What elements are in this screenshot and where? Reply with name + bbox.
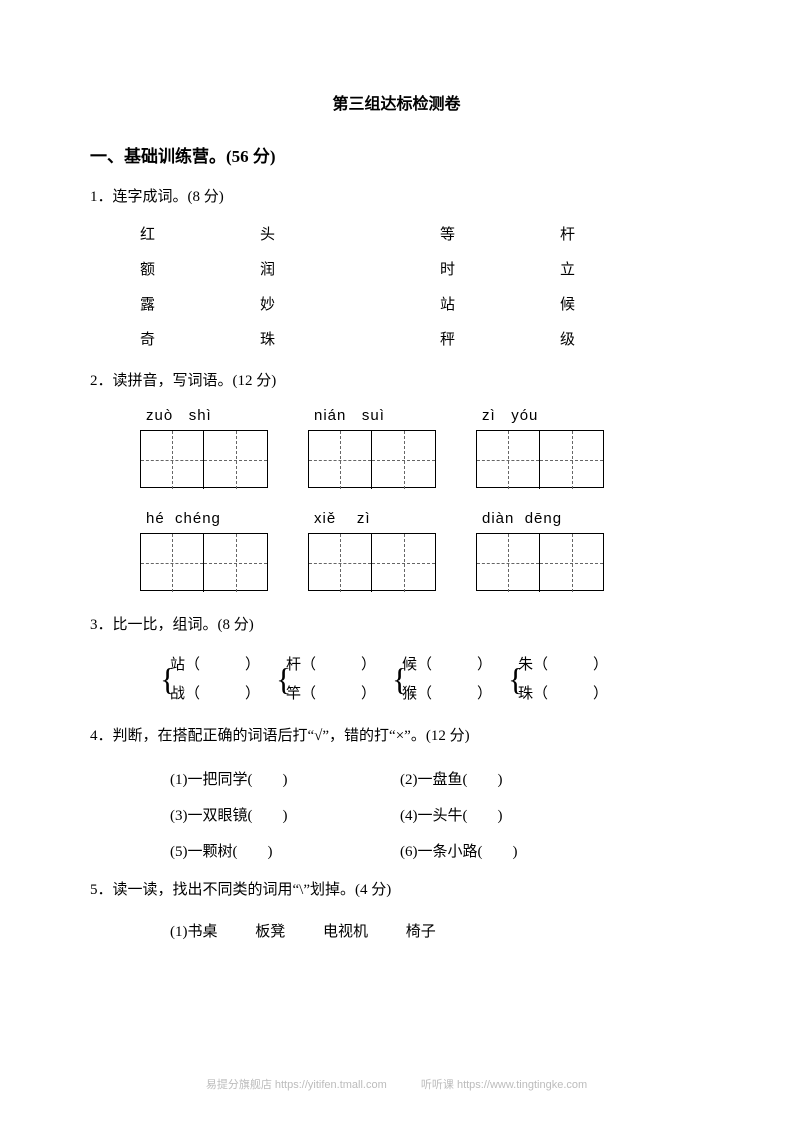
q3-item[interactable]: 朱（ ） — [518, 651, 608, 680]
q1-row: 红 头 等 杆 — [140, 223, 703, 244]
q3-item[interactable]: 战（ ） — [170, 680, 260, 709]
pinyin-label: zuò shì — [140, 407, 212, 424]
q3-item[interactable]: 珠（ ） — [518, 680, 608, 709]
tianzi-box[interactable] — [476, 533, 604, 591]
pinyin-group: zì yóu — [476, 407, 604, 488]
q4-block: (1)一把同学( ) (2)一盘鱼( ) (3)一双眼镜( ) (4)一头牛( … — [170, 762, 703, 870]
pinyin-label: nián suì — [308, 407, 385, 424]
q1-cell: 头 — [260, 223, 440, 244]
q4-label: 4．判断，在搭配正确的词语后打“√”，错的打“×”。(12 分) — [90, 724, 703, 748]
q4-item[interactable]: (2)一盘鱼( ) — [400, 762, 502, 798]
pinyin-group: nián suì — [308, 407, 436, 488]
q3-group: { 杆（ ） 竿（ ） — [276, 651, 376, 708]
pinyin-row: hé chéng xiě zì diàn dēng — [140, 510, 703, 591]
q4-item[interactable]: (1)一把同学( ) — [170, 762, 400, 798]
q5-row: (1)书桌 板凳 电视机 椅子 — [170, 916, 703, 949]
tianzi-box[interactable] — [308, 533, 436, 591]
pinyin-group: xiě zì — [308, 510, 436, 591]
q4-item[interactable]: (3)一双眼镜( ) — [170, 798, 400, 834]
q3-group: { 朱（ ） 珠（ ） — [508, 651, 608, 708]
q3-item[interactable]: 站（ ） — [170, 651, 260, 680]
section-heading: 一、基础训练营。(56 分) — [90, 142, 703, 167]
pinyin-label: zì yóu — [476, 407, 538, 424]
q5-item[interactable]: 板凳 — [255, 924, 285, 940]
q1-cell: 时 — [440, 258, 560, 279]
q3-group: { 候（ ） 猴（ ） — [392, 651, 492, 708]
q1-cell: 秤 — [440, 328, 560, 349]
tianzi-box[interactable] — [308, 430, 436, 488]
q1-cell: 妙 — [260, 293, 440, 314]
q1-cell: 润 — [260, 258, 440, 279]
q1-cell: 奇 — [140, 328, 260, 349]
pinyin-group: zuò shì — [140, 407, 268, 488]
q3-group: { 站（ ） 战（ ） — [160, 651, 260, 708]
brace-icon: { — [508, 651, 523, 707]
q3-item[interactable]: 猴（ ） — [402, 680, 492, 709]
q1-cell: 额 — [140, 258, 260, 279]
q4-item[interactable]: (6)一条小路( ) — [400, 834, 517, 870]
q3-item[interactable]: 竿（ ） — [286, 680, 376, 709]
pinyin-group: diàn dēng — [476, 510, 604, 591]
q1-cell: 露 — [140, 293, 260, 314]
tianzi-box[interactable] — [140, 533, 268, 591]
footer-right: 听听课 https://www.tingtingke.com — [421, 1079, 587, 1091]
q3-item[interactable]: 候（ ） — [402, 651, 492, 680]
q1-row: 额 润 时 立 — [140, 258, 703, 279]
q4-item[interactable]: (4)一头牛( ) — [400, 798, 502, 834]
brace-icon: { — [392, 651, 407, 707]
q1-row: 奇 珠 秤 级 — [140, 328, 703, 349]
tianzi-box[interactable] — [476, 430, 604, 488]
q5-label: 5．读一读，找出不同类的词用“\”划掉。(4 分) — [90, 878, 703, 902]
pinyin-label: diàn dēng — [476, 510, 562, 527]
pinyin-label: hé chéng — [140, 510, 221, 527]
q1-cell: 站 — [440, 293, 560, 314]
q5-item[interactable]: (1)书桌 — [170, 924, 218, 940]
q2-block: zuò shì nián suì zì yóu hé chéng xiě zì — [140, 407, 703, 591]
q1-cell: 级 — [560, 328, 620, 349]
q3-label: 3．比一比，组词。(8 分) — [90, 613, 703, 637]
pinyin-label: xiě zì — [308, 510, 371, 527]
q1-grid: 红 头 等 杆 额 润 时 立 露 妙 站 候 奇 珠 秤 级 — [140, 223, 703, 349]
footer-left: 易提分旗舰店 https://yitifen.tmall.com — [206, 1079, 387, 1091]
q3-item[interactable]: 杆（ ） — [286, 651, 376, 680]
q2-label: 2．读拼音，写词语。(12 分) — [90, 369, 703, 393]
q1-cell: 等 — [440, 223, 560, 244]
q5-item[interactable]: 椅子 — [406, 924, 436, 940]
page-title: 第三组达标检测卷 — [90, 90, 703, 114]
q1-row: 露 妙 站 候 — [140, 293, 703, 314]
q1-cell: 珠 — [260, 328, 440, 349]
q4-item[interactable]: (5)一颗树( ) — [170, 834, 400, 870]
pinyin-group: hé chéng — [140, 510, 268, 591]
page-footer: 易提分旗舰店 https://yitifen.tmall.com 听听课 htt… — [0, 1076, 793, 1092]
q1-cell: 红 — [140, 223, 260, 244]
q1-cell: 立 — [560, 258, 620, 279]
q3-block: { 站（ ） 战（ ） { 杆（ ） 竿（ ） { 候（ ） 猴（ ） { 朱（… — [160, 651, 703, 708]
brace-icon: { — [276, 651, 291, 707]
q5-item[interactable]: 电视机 — [323, 924, 368, 940]
pinyin-row: zuò shì nián suì zì yóu — [140, 407, 703, 488]
q1-cell: 杆 — [560, 223, 620, 244]
q1-label: 1．连字成词。(8 分) — [90, 185, 703, 209]
q5-block: (1)书桌 板凳 电视机 椅子 — [170, 916, 703, 949]
q1-cell: 候 — [560, 293, 620, 314]
brace-icon: { — [160, 651, 175, 707]
tianzi-box[interactable] — [140, 430, 268, 488]
